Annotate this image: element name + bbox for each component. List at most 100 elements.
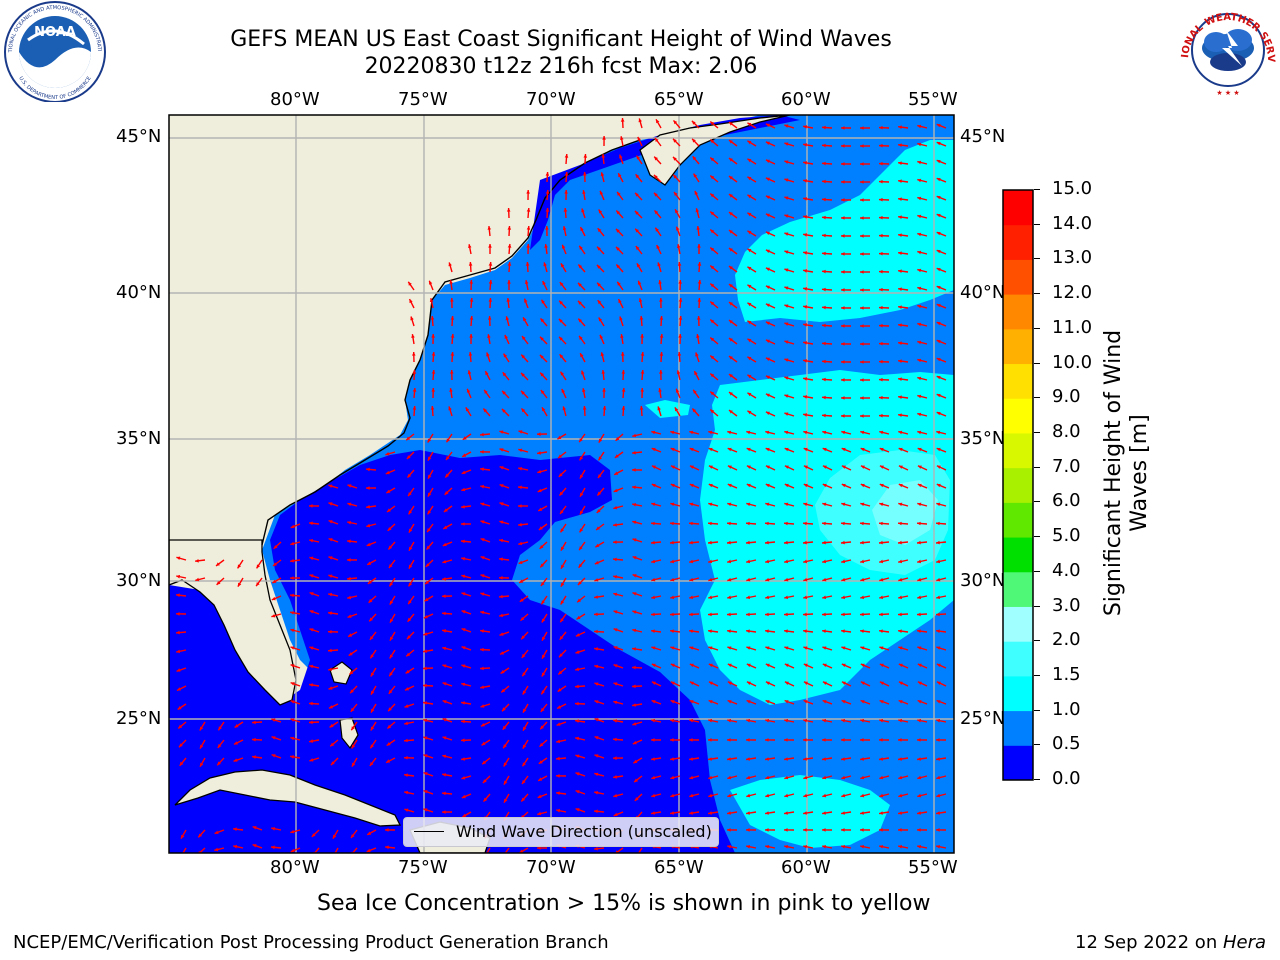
wind-wave-arrowhead (594, 629, 598, 634)
wind-wave-arrowhead (841, 378, 845, 382)
wind-wave-arrowhead (351, 762, 356, 767)
wind-wave-arrowhead (822, 718, 827, 723)
wind-wave-arrowhead (556, 756, 560, 761)
wind-wave-arrowhead (540, 582, 545, 586)
wind-wave-arrowhead (577, 581, 582, 585)
wind-wave-arrowhead (309, 610, 314, 614)
wind-wave-arrowhead (427, 456, 432, 461)
wind-wave-arrowhead (710, 229, 715, 234)
wind-wave-arrowhead (841, 502, 846, 507)
wind-wave-arrowhead (708, 793, 713, 798)
wind-wave-arrowhead (540, 336, 544, 341)
wind-wave-arrowhead (598, 474, 602, 478)
wind-wave-arrowhead (594, 664, 599, 669)
wind-wave-arrowhead (879, 251, 883, 256)
wind-wave-arrowhead (898, 269, 902, 273)
wind-wave-arrowhead (404, 790, 409, 795)
wind-wave-arrowhead (487, 334, 491, 338)
wind-wave-arrowhead (488, 280, 493, 284)
wind-wave-arrowhead (803, 287, 807, 291)
wind-wave-arrowhead (518, 522, 522, 527)
wind-wave-arrowhead (784, 412, 789, 416)
wind-wave-arrowhead (841, 162, 845, 166)
wind-wave-arrowhead (638, 118, 642, 123)
wind-wave-arrowhead (559, 282, 564, 286)
wind-wave-arrowhead (499, 484, 504, 488)
wind-wave-arrowhead (537, 469, 542, 474)
chart-title: GEFS MEAN US East Coast Significant Heig… (230, 27, 892, 52)
wind-wave-arrowhead (594, 772, 599, 777)
wind-wave-arrowhead (710, 283, 715, 288)
wind-wave-arrowhead (557, 705, 562, 709)
wind-wave-arrowhead (503, 353, 508, 358)
wind-wave-arrowhead (446, 438, 450, 443)
wind-wave-arrowhead (499, 576, 503, 580)
wind-wave-arrowhead (371, 690, 375, 695)
wind-wave-arrowhead (879, 540, 883, 545)
wind-wave-arrowhead (936, 521, 940, 526)
wind-wave-arrowhead (860, 700, 865, 704)
colorbar-tick-mark (1034, 674, 1040, 676)
wind-wave-arrowhead (613, 719, 617, 723)
wind-wave-arrowhead (898, 775, 903, 780)
wind-wave-arrowhead (328, 484, 333, 488)
wind-wave-arrowhead (427, 528, 431, 533)
wind-wave-arrowhead (898, 197, 902, 201)
wind-wave-arrowhead (784, 828, 788, 832)
wind-wave-arrowhead (408, 510, 412, 515)
wind-wave-arrowhead (273, 545, 278, 549)
wind-wave-arrowhead (708, 521, 712, 526)
wind-wave-arrowhead (444, 491, 449, 495)
wind-wave-arrowhead (639, 406, 644, 410)
wind-wave-arrowhead (575, 736, 580, 741)
wind-wave-arrowhead (542, 654, 546, 659)
wind-wave-arrowhead (898, 540, 902, 545)
wind-wave-arrowhead (406, 455, 411, 459)
wind-wave-arrowhead (290, 593, 294, 598)
wind-wave-arrowhead (822, 577, 827, 582)
wind-wave-arrowhead (620, 352, 625, 356)
wind-wave-arrowhead (653, 174, 658, 179)
colorbar-tick-label: 4.0 (1052, 559, 1081, 581)
wind-wave-arrowhead (655, 138, 659, 142)
wind-wave-arrowhead (898, 179, 902, 183)
wind-wave-arrowhead (860, 757, 864, 761)
colorbar-tick-mark (1034, 779, 1040, 780)
wind-wave-arrowhead (651, 540, 655, 545)
wind-wave-arrowhead (841, 198, 845, 202)
wind-wave-arrowhead (670, 811, 674, 815)
wind-wave-arrowhead (556, 808, 561, 813)
wind-wave-arrowhead (408, 492, 412, 497)
wind-wave-arrowhead (879, 305, 883, 310)
colorbar-tick-label: 15.0 (1052, 178, 1093, 199)
wind-wave-arrowhead (822, 269, 826, 274)
wind-wave-arrowhead (784, 304, 789, 308)
wind-wave-arrowhead (484, 389, 488, 394)
wind-wave-arrowhead (765, 303, 770, 307)
wind-wave-arrowhead (575, 650, 580, 654)
wind-wave-arrowhead (651, 559, 656, 564)
wind-wave-arrowhead (936, 681, 941, 685)
wind-wave-arrowhead (822, 197, 826, 202)
wind-wave-arrowhead (803, 305, 807, 309)
wind-wave-arrowhead (784, 322, 789, 326)
wind-wave-arrowhead (803, 395, 807, 399)
wind-wave-arrowhead (385, 452, 390, 456)
wind-wave-arrowhead (601, 370, 606, 374)
wind-wave-arrowhead (860, 465, 865, 469)
wind-wave-arrowhead (746, 502, 751, 507)
wind-wave-arrowhead (540, 563, 544, 568)
wind-wave-arrowhead (578, 264, 583, 269)
wind-wave-arrowhead (822, 775, 827, 780)
wind-wave-arrowhead (695, 208, 700, 213)
wind-wave-arrowhead (539, 742, 544, 747)
wind-wave-arrowhead (860, 288, 864, 292)
wind-wave-arrowhead (328, 502, 333, 506)
wind-wave-arrowhead (860, 828, 864, 832)
wind-wave-arrowhead (408, 600, 412, 605)
wind-wave-arrowhead (594, 809, 598, 814)
wind-wave-arrowhead (727, 681, 732, 685)
wind-wave-arrowhead (560, 371, 564, 376)
wind-wave-arrowhead (328, 611, 332, 615)
wind-wave-arrowhead (936, 394, 941, 398)
